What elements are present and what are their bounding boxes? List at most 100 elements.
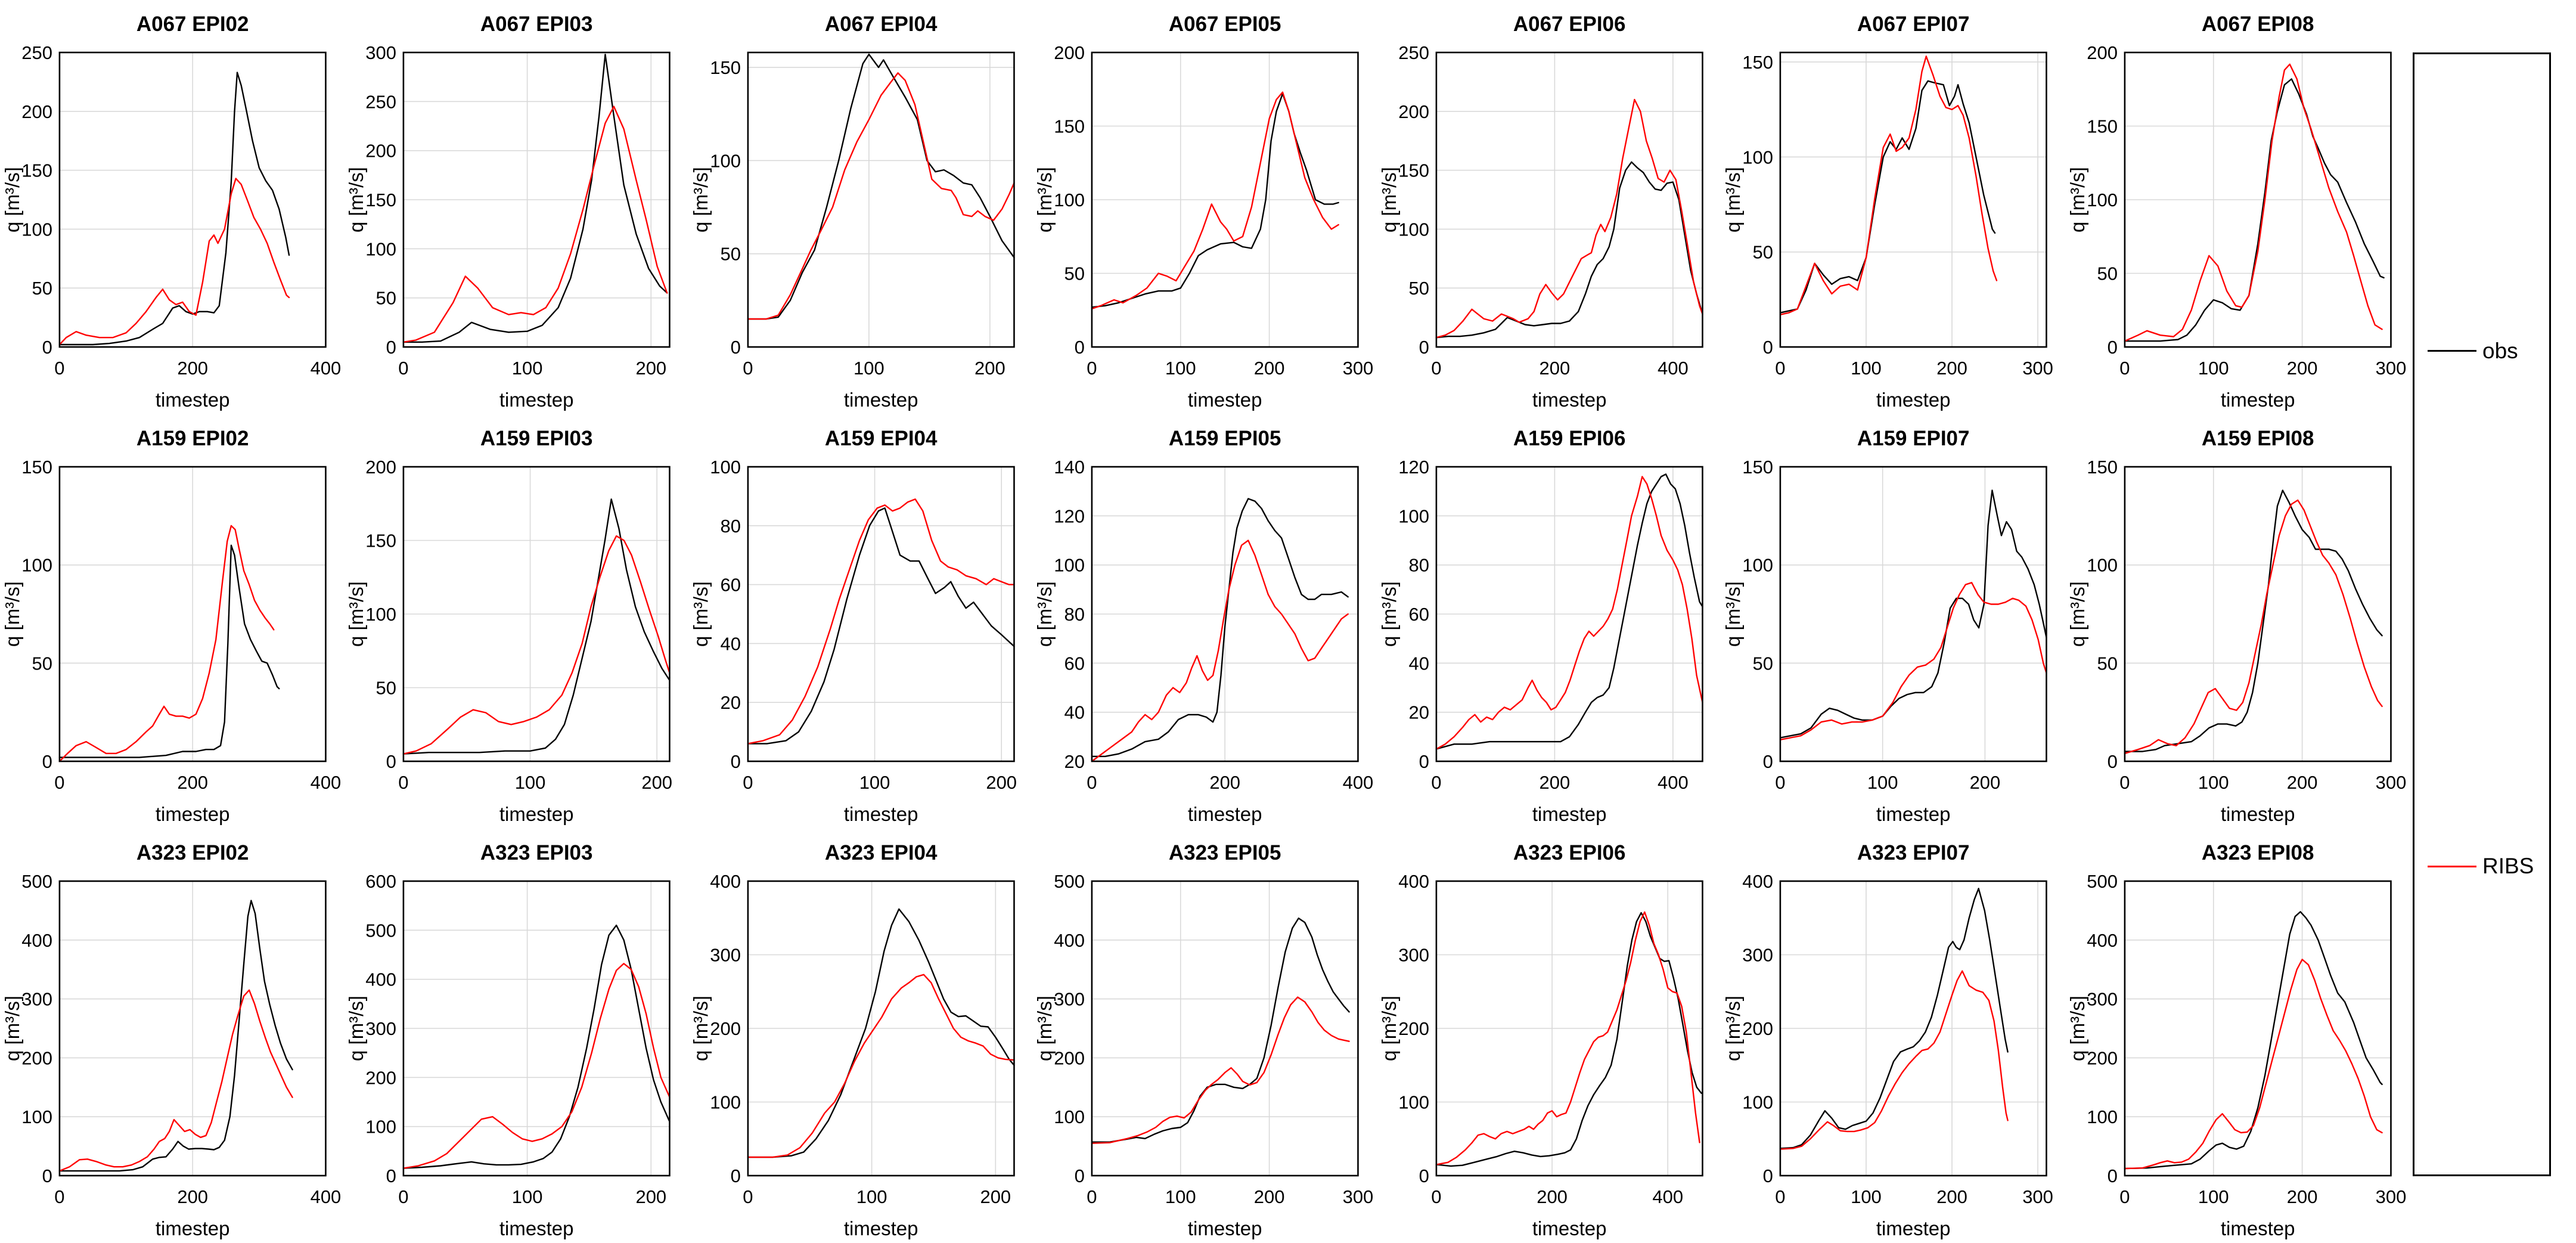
subplot-a067-epi06: A067 EPI06 0 200 400 0 50 100 150 200 250 timestep… bbox=[1377, 0, 1721, 414]
x-axis-label: timestep bbox=[499, 803, 574, 825]
x-axis-label: timestep bbox=[1876, 1217, 1951, 1239]
y-tick-label: 150 bbox=[1054, 116, 1085, 137]
x-tick-label: 200 bbox=[1210, 772, 1241, 793]
subplot-a067-epi03: A067 EPI03 0 100 200 0 50 100 150 200 250 300 times… bbox=[344, 0, 688, 414]
x-tick-label: 300 bbox=[1343, 1186, 1374, 1207]
chart-a323-epi06: A323 EPI06 0 200 400 0 100 200 300 400 timestep q … bbox=[1378, 841, 1703, 1239]
y-tick-label: 500 bbox=[2087, 871, 2118, 892]
x-tick-label: 100 bbox=[2198, 1186, 2229, 1207]
x-tick-label: 100 bbox=[1165, 1186, 1196, 1207]
x-tick-label: 100 bbox=[512, 1186, 543, 1207]
chart-title: A323 EPI08 bbox=[2202, 841, 2314, 864]
x-axis-label: timestep bbox=[1876, 389, 1951, 411]
y-tick-label: 200 bbox=[1054, 1047, 1085, 1068]
x-axis-label: timestep bbox=[844, 803, 918, 825]
subplot-a323-epi08: A323 EPI08 0 100 200 300 0 100 200 300 400 500 time… bbox=[2065, 829, 2409, 1243]
subplot-a067-epi05: A067 EPI05 0 100 200 300 0 50 100 150 200 timestep… bbox=[1032, 0, 1376, 414]
ribs-line bbox=[1435, 98, 1703, 339]
y-tick-label: 0 bbox=[42, 751, 52, 772]
x-tick-label: 200 bbox=[1539, 358, 1570, 379]
y-tick-label: 200 bbox=[1054, 42, 1085, 63]
y-tick-label: 150 bbox=[1742, 52, 1773, 73]
ribs-line bbox=[403, 106, 668, 343]
y-tick-label: 100 bbox=[366, 238, 397, 259]
y-tick-label: 150 bbox=[21, 457, 52, 478]
legend-entry-ribs: RIBS bbox=[2414, 854, 2549, 879]
y-tick-label: 150 bbox=[710, 57, 741, 78]
x-tick-label: 0 bbox=[743, 358, 753, 379]
chart-a159-epi02: A159 EPI02 0 200 400 0 50 100 150 timestep q [m³/… bbox=[1, 427, 341, 825]
y-tick-label: 100 bbox=[1054, 1106, 1085, 1127]
x-axis-label: timestep bbox=[499, 389, 574, 411]
y-tick-label: 100 bbox=[710, 1092, 741, 1112]
subplot-a323-epi03: A323 EPI03 0 100 200 0 100 200 300 400 500 600 time… bbox=[344, 829, 688, 1243]
x-axis-label: timestep bbox=[156, 803, 230, 825]
x-tick-label: 0 bbox=[743, 772, 753, 793]
y-tick-label: 20 bbox=[1408, 702, 1429, 723]
chart-title: A067 EPI05 bbox=[1169, 13, 1281, 36]
y-tick-label: 300 bbox=[1398, 944, 1429, 965]
obs-line bbox=[747, 53, 1015, 320]
y-tick-label: 0 bbox=[2107, 751, 2117, 772]
y-tick-label: 100 bbox=[2087, 555, 2118, 576]
x-tick-label: 400 bbox=[1652, 1186, 1683, 1207]
obs-line bbox=[747, 507, 1015, 745]
x-axis-label: timestep bbox=[844, 389, 918, 411]
obs-line bbox=[1091, 917, 1351, 1143]
obs-line bbox=[747, 908, 1015, 1158]
y-tick-label: 50 bbox=[1753, 242, 1773, 263]
obs-line bbox=[403, 924, 671, 1169]
chart-a323-epi07: A323 EPI07 0 100 200 300 0 100 200 300 400 timeste… bbox=[1722, 841, 2053, 1239]
x-tick-label: 0 bbox=[54, 1186, 64, 1207]
y-axis-label: q [m³/s] bbox=[345, 996, 367, 1061]
y-tick-label: 150 bbox=[21, 160, 52, 181]
subplot-a323-epi05: A323 EPI05 0 100 200 300 0 100 200 300 400 500 time… bbox=[1032, 829, 1376, 1243]
y-tick-label: 50 bbox=[2097, 653, 2117, 674]
subplot-a159-epi04: A159 EPI04 0 100 200 0 20 40 60 80 100 timestep q [… bbox=[688, 414, 1032, 829]
y-tick-label: 200 bbox=[710, 1018, 741, 1039]
x-tick-label: 100 bbox=[1867, 772, 1898, 793]
chart-title: A323 EPI03 bbox=[480, 841, 592, 864]
y-axis-label: q [m³/s] bbox=[345, 167, 367, 233]
chart-a323-epi02: A323 EPI02 0 200 400 0 100 200 300 400 500 timeste… bbox=[1, 841, 341, 1239]
obs-line bbox=[1779, 80, 1996, 314]
y-tick-label: 150 bbox=[366, 190, 397, 210]
ribs-line bbox=[1779, 582, 2047, 740]
y-axis-label: q [m³/s] bbox=[690, 996, 712, 1061]
ribs-line bbox=[58, 989, 293, 1172]
x-tick-label: 0 bbox=[1087, 358, 1097, 379]
chart-title: A159 EPI06 bbox=[1513, 427, 1625, 450]
x-tick-label: 0 bbox=[2119, 772, 2130, 793]
y-tick-label: 150 bbox=[2087, 116, 2118, 137]
y-axis-label: q [m³/s] bbox=[1722, 581, 1744, 647]
chart-title: A159 EPI02 bbox=[136, 427, 249, 450]
subplot-a159-epi03: A159 EPI03 0 100 200 0 50 100 150 200 timestep q [… bbox=[344, 414, 688, 829]
y-tick-label: 400 bbox=[2087, 930, 2118, 951]
x-tick-label: 0 bbox=[1775, 1186, 1785, 1207]
x-tick-label: 0 bbox=[399, 358, 409, 379]
y-tick-label: 0 bbox=[731, 1165, 741, 1186]
x-tick-label: 200 bbox=[1539, 772, 1570, 793]
x-tick-label: 0 bbox=[1431, 1186, 1441, 1207]
obs-line bbox=[1779, 888, 2009, 1149]
y-tick-label: 80 bbox=[720, 516, 740, 537]
subplot-a067-epi02: A067 EPI02 0 200 400 0 50 100 150 200 250 timestep… bbox=[0, 0, 344, 414]
y-tick-label: 100 bbox=[1398, 219, 1429, 240]
obs-line-swatch bbox=[2428, 350, 2476, 352]
obs-line bbox=[2124, 78, 2385, 342]
x-axis-label: timestep bbox=[1532, 1217, 1607, 1239]
x-tick-label: 100 bbox=[859, 772, 890, 793]
y-tick-label: 500 bbox=[366, 920, 397, 941]
y-tick-label: 250 bbox=[21, 42, 52, 63]
y-axis-label: q [m³/s] bbox=[2066, 167, 2088, 233]
chart-a067-epi04: A067 EPI04 0 100 200 0 50 100 150 timestep q [m³/… bbox=[690, 13, 1015, 411]
y-tick-label: 50 bbox=[720, 244, 740, 265]
x-tick-label: 200 bbox=[1254, 1186, 1285, 1207]
x-tick-label: 400 bbox=[1658, 772, 1689, 793]
y-tick-label: 50 bbox=[32, 653, 52, 674]
obs-line bbox=[1435, 473, 1703, 750]
subplot-a159-epi02: A159 EPI02 0 200 400 0 50 100 150 timestep q [m³/… bbox=[0, 414, 344, 829]
chart-a323-epi04: A323 EPI04 0 100 200 0 100 200 300 400 timestep q … bbox=[690, 841, 1015, 1239]
x-axis-label: timestep bbox=[156, 1217, 230, 1239]
y-tick-label: 400 bbox=[21, 930, 52, 951]
